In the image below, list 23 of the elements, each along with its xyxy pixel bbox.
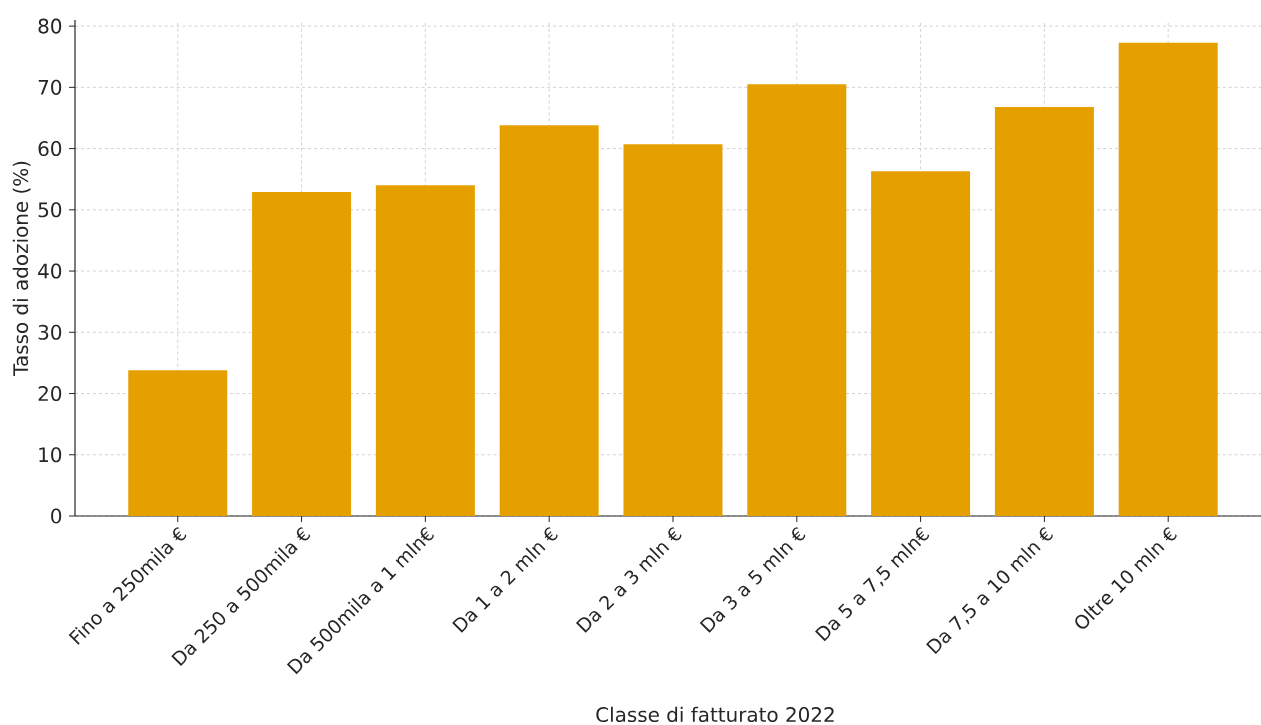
bar	[871, 171, 971, 516]
y-tick-label: 50	[38, 202, 62, 218]
x-tick-label: Da 1 a 2 mln €	[452, 527, 558, 633]
bar	[128, 370, 228, 516]
x-tick-label: Da 2 a 3 mln €	[575, 527, 682, 633]
bar	[994, 106, 1094, 516]
bar	[1118, 42, 1218, 516]
y-tick-label: 60	[38, 141, 62, 157]
x-tick-label: Da 3 a 5 mln €	[699, 527, 806, 633]
y-tick-label: 30	[38, 324, 62, 340]
bar	[747, 84, 847, 516]
y-tick-label: 70	[38, 79, 62, 95]
bar	[499, 125, 599, 516]
bar	[623, 144, 723, 516]
y-axis-title: Tasso di adozione (%)	[12, 161, 31, 376]
y-tick-label: 80	[38, 18, 62, 34]
x-axis-title: Classe di fatturato 2022	[596, 706, 834, 723]
y-tick-label: 10	[39, 447, 62, 463]
bar	[252, 192, 352, 516]
bar	[375, 185, 475, 516]
y-tick-label: 20	[38, 386, 62, 402]
y-tick-label: 0	[51, 508, 62, 524]
y-tick-label: 40	[38, 263, 62, 279]
